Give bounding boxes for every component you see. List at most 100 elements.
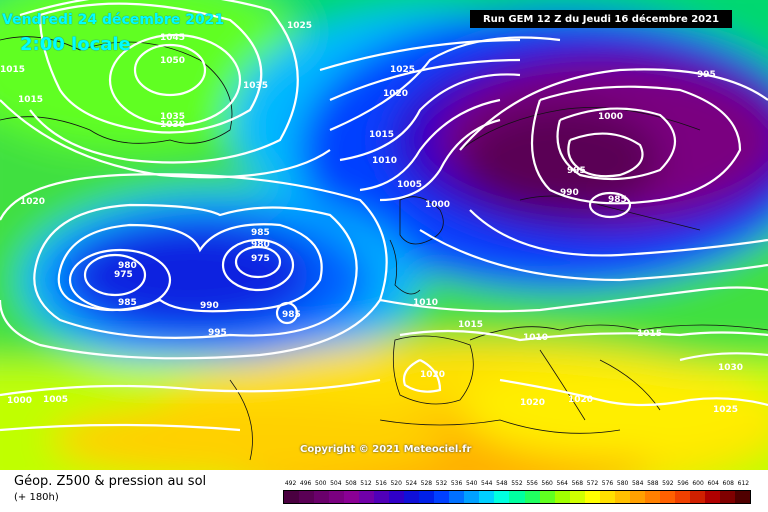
scale-value-label: 592 [662,480,674,487]
label-south-9: 1000 [7,396,32,406]
label-south-2: 1010 [523,333,548,343]
label-atl-0: 1025 [390,65,415,75]
scale-swatch [449,491,465,503]
scale-swatch [734,491,750,503]
label-lowwest-0: 980 [118,261,137,271]
scale-value-label: 500 [315,480,327,487]
color-scale [283,490,751,504]
legend-bar: Géop. Z500 & pression au sol (+ 180h) 49… [0,470,768,512]
label-greenland-1: 1050 [160,56,185,66]
scale-swatch [674,491,690,503]
label-south-11: 1020 [20,197,45,207]
label-greenland-0: 1045 [160,33,185,43]
label-lowwest-2: 985 [118,298,137,308]
scale-swatch [629,491,645,503]
scale-value-label: 588 [647,480,659,487]
label-south-0: 1010 [413,298,438,308]
scale-value-label: 508 [345,480,357,487]
scale-value-label: 520 [390,480,402,487]
label-greenland-5: 1025 [287,21,312,31]
scale-value-label: 512 [360,480,372,487]
scale-value-label: 596 [677,480,689,487]
label-lowcenter-2: 975 [251,254,270,264]
scale-value-label: 612 [737,480,750,487]
label-south-7: 1030 [718,363,743,373]
label-lowcenter-4: 985 [282,310,301,320]
label-scand-4: 985 [608,195,627,205]
forecast-date: Vendredi 24 décembre 2021 [2,12,225,28]
label-atl-4: 1005 [397,180,422,190]
scale-value-label: 540 [465,480,478,487]
scale-swatch [464,491,480,503]
color-scale-labels: 492 496 500 504 508 512 516 520 524 528 532 536 540 5… [283,480,751,488]
label-atl-1: 1020 [383,89,408,99]
label-south-8: 1025 [713,405,738,415]
scale-value-label: 604 [707,480,719,487]
label-south-13: 1015 [18,95,43,105]
scale-swatch [704,491,720,503]
scale-swatch [299,491,315,503]
label-south-4: 1020 [520,398,545,408]
scale-value-label: 544 [481,480,493,487]
scale-value-label: 528 [420,480,433,487]
scale-value-label: 504 [330,480,342,487]
scale-swatch [659,491,675,503]
scale-value-label: 584 [631,480,644,487]
label-scand-0: 995 [697,70,716,80]
scale-value-label: 548 [496,480,508,487]
scale-swatch [329,491,345,503]
label-lowcenter-3: 990 [200,301,219,311]
scale-swatch [509,491,525,503]
forecast-local-time: 2:00 locale [20,34,131,55]
forecast-map: 1045 1050 1035 1035 1030 1025 1025 1020 … [0,0,768,470]
label-greenland-4: 1030 [160,120,185,130]
scale-value-label: 572 [586,480,599,487]
scale-swatch [539,491,555,503]
scale-value-label: 560 [541,480,553,487]
scale-swatch [554,491,570,503]
isobar-labels: 1045 1050 1035 1035 1030 1025 1025 1020 … [0,21,743,415]
scale-swatch [494,491,510,503]
scale-swatch [284,491,300,503]
label-south-3: 1020 [420,370,445,380]
scale-value-label: 532 [435,480,448,487]
scale-swatch [314,491,330,503]
label-atl-3: 1010 [372,156,397,166]
label-south-1: 1015 [458,320,483,330]
coastlines [0,36,768,461]
label-atl-5: 1000 [425,200,450,210]
scale-swatch [419,491,435,503]
scale-value-label: 516 [375,480,387,487]
copyright-notice: Copyright © 2021 Meteociel.fr [300,444,472,455]
scale-swatch [374,491,390,503]
scale-swatch [404,491,420,503]
scale-swatch [599,491,615,503]
label-lowcenter-5: 995 [208,328,227,338]
scale-swatch [644,491,660,503]
label-south-12: 1015 [0,65,25,75]
label-lowwest-1: 975 [114,270,133,280]
label-south-5: 1015 [637,329,662,339]
scale-swatch [719,491,735,503]
scale-swatch [434,491,450,503]
scale-value-label: 492 [284,480,297,487]
scale-value-label: 524 [405,480,418,487]
label-lowcenter-0: 985 [251,228,270,238]
scale-value-label: 580 [616,480,629,487]
scale-value-label: 600 [692,480,704,487]
scale-value-label: 564 [556,480,568,487]
label-greenland-3: 1035 [160,112,185,122]
label-south-10: 1005 [43,395,68,405]
scale-swatch [479,491,495,503]
label-greenland-2: 1035 [243,81,268,91]
label-scand-3: 990 [560,188,579,198]
scale-swatch [584,491,600,503]
scale-value-label: 608 [722,480,734,487]
label-south-6: 1020 [568,395,593,405]
scale-swatch [389,491,405,503]
scale-swatch [689,491,705,503]
scale-swatch [344,491,360,503]
scale-value-label: 552 [511,480,523,487]
scale-swatch [569,491,585,503]
